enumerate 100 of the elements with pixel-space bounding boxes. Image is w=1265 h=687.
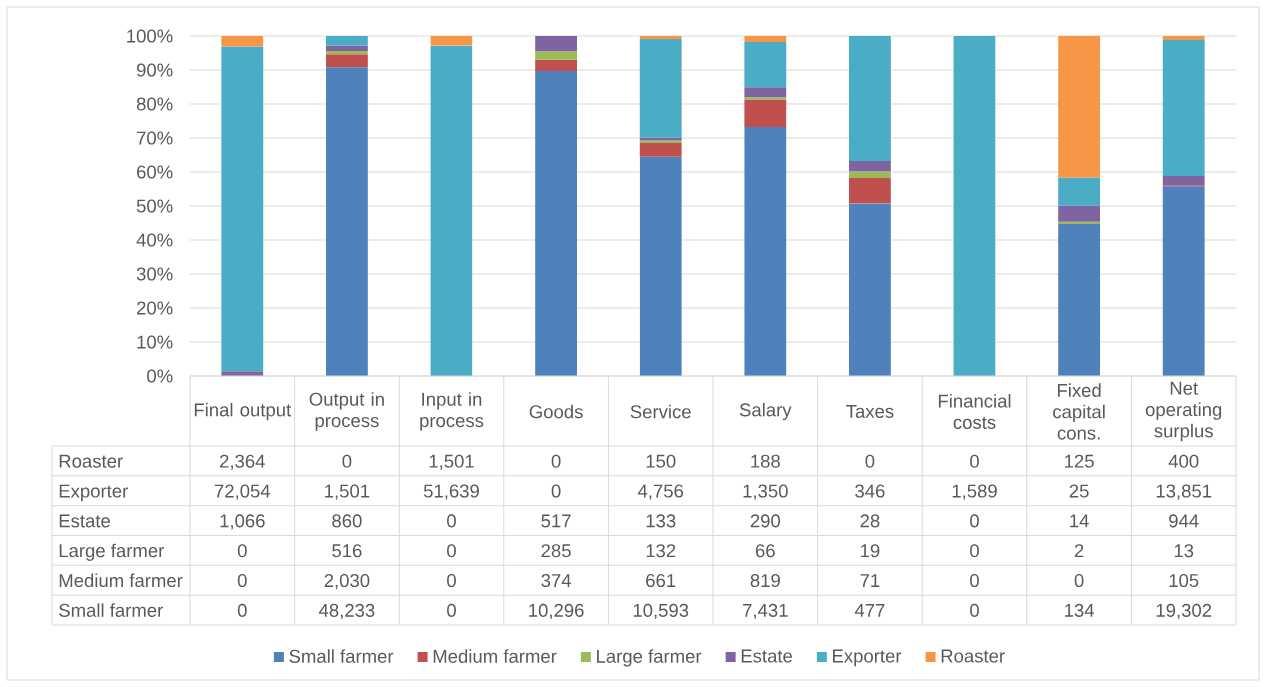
text: 105	[1169, 573, 1199, 588]
legend-label: Estate	[741, 649, 793, 663]
text: 944	[1169, 514, 1199, 528]
bar	[1162, 40, 1205, 177]
y-tick-label: 30%	[136, 267, 173, 281]
bar	[744, 99, 787, 128]
legend-label: Large farmer	[597, 649, 702, 667]
text: 1,501	[325, 484, 370, 500]
x-tick-label: Goods	[529, 404, 583, 419]
text: 133	[646, 514, 676, 528]
text: 0	[970, 603, 979, 617]
bar	[535, 51, 578, 60]
text: 0	[237, 544, 247, 558]
text: 0	[1074, 573, 1084, 588]
text: 66	[755, 544, 775, 558]
legend-label: Small farmer	[289, 649, 394, 663]
text: 14	[1070, 514, 1089, 528]
text: 477	[854, 603, 885, 617]
text: 19,302	[1156, 603, 1212, 620]
bar	[325, 36, 368, 46]
text: 285	[541, 544, 571, 558]
text: 0	[237, 603, 247, 617]
x-tick-label: Net operating surplus	[1145, 381, 1222, 442]
text: Exporter	[59, 484, 128, 502]
bar	[639, 39, 682, 138]
text: 7,431	[743, 603, 788, 620]
text: 819	[750, 573, 780, 588]
text: 400	[1168, 454, 1199, 468]
x-tick-label: Fixed capital cons.	[1053, 383, 1105, 440]
bar	[1058, 177, 1101, 206]
y-tick-label: 50%	[136, 199, 173, 213]
text: 125	[1065, 454, 1094, 468]
text: 0	[237, 573, 247, 588]
text: 10,296	[529, 603, 584, 620]
text: 516	[332, 544, 362, 558]
bar	[430, 45, 473, 376]
y-tick-label: 60%	[137, 165, 173, 179]
bar	[535, 71, 578, 376]
text: 0	[342, 454, 352, 468]
text: 188	[751, 454, 780, 468]
bar	[430, 36, 473, 46]
legend-label: Roaster	[941, 649, 1005, 663]
text: 346	[855, 484, 885, 498]
text: 0	[970, 573, 979, 588]
text: Large farmer	[59, 543, 165, 561]
text: 374	[541, 573, 572, 588]
y-tick-label: 20%	[137, 301, 173, 315]
y-tick-label: 10%	[137, 335, 173, 349]
y-tick-label: 40%	[136, 233, 173, 247]
x-tick-label: Taxes	[846, 405, 894, 418]
bar	[535, 36, 578, 52]
y-tick-label: 70%	[137, 131, 173, 145]
text: 0	[447, 603, 456, 617]
bar	[848, 36, 891, 162]
text: 0	[447, 544, 456, 558]
text: 860	[332, 514, 362, 528]
y-tick-label: 100%	[127, 29, 173, 43]
bar	[1162, 186, 1205, 376]
x-tick-label: Salary	[739, 402, 792, 421]
text: 1,501	[429, 454, 474, 470]
bar	[1162, 36, 1205, 41]
text: Medium farmer	[59, 573, 183, 588]
bar	[848, 203, 891, 376]
text: 19	[861, 544, 880, 558]
bar	[848, 171, 891, 179]
x-tick-label: Financial costs	[938, 394, 1011, 429]
text: 517	[541, 514, 571, 528]
text: 0	[551, 454, 561, 468]
text: 0	[865, 454, 875, 468]
text: 10,593	[633, 603, 689, 620]
bar	[639, 36, 682, 40]
text: 1,066	[220, 514, 265, 530]
bar	[325, 67, 368, 376]
text: 134	[1065, 603, 1095, 617]
bar	[848, 178, 891, 204]
bar	[535, 59, 578, 72]
x-tick-label: Input in process	[420, 392, 484, 431]
y-tick-label: 80%	[136, 97, 173, 111]
legend-label: Exporter	[833, 649, 902, 667]
text: 0	[447, 514, 456, 528]
bar	[744, 127, 787, 376]
bar	[325, 45, 368, 51]
text: 48,233	[318, 603, 375, 620]
text: 2	[1074, 544, 1084, 558]
bar	[1162, 176, 1205, 186]
x-tick-label: Service	[630, 404, 691, 419]
bar	[221, 46, 264, 372]
text: 13	[1174, 544, 1194, 558]
text: 13,851	[1156, 484, 1212, 500]
text: 661	[646, 573, 676, 588]
text: 0	[970, 514, 979, 528]
bar	[744, 42, 787, 88]
x-tick-label: Final output	[194, 402, 292, 421]
bar	[744, 36, 787, 43]
bar	[639, 156, 682, 376]
text: 72,054	[214, 484, 271, 500]
bar	[1058, 36, 1101, 178]
text: 25	[1069, 484, 1089, 498]
bar	[848, 161, 891, 172]
text: 132	[646, 544, 676, 558]
